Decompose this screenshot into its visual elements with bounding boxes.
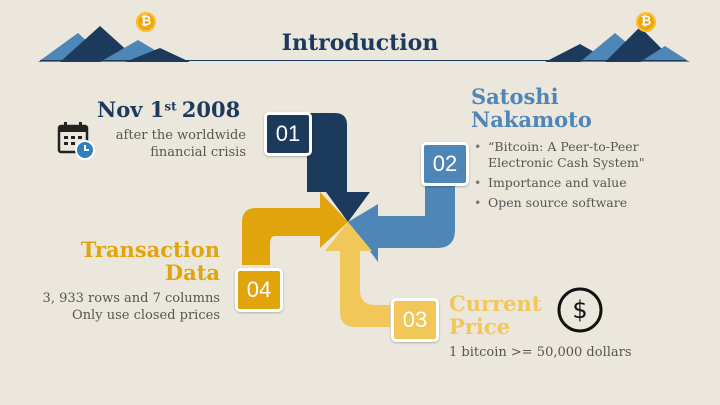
bullet-item: Importance and value — [474, 175, 674, 191]
bitcoin-coin-icon: ₿ — [136, 12, 156, 32]
transaction-desc1: 3, 933 rows and 7 columns — [42, 291, 220, 306]
price-line1: Current — [449, 291, 542, 316]
calendar-clock-icon — [57, 122, 95, 160]
transaction-heading: Transaction Data — [40, 238, 220, 284]
svg-text:$: $ — [572, 296, 587, 324]
arrow-03 — [325, 222, 390, 327]
step-box-04: 04 — [235, 268, 283, 312]
date-caption-line2: financial crisis — [150, 145, 246, 160]
page-title: Introduction — [281, 30, 439, 56]
price-heading: Current Price — [449, 292, 541, 338]
satoshi-line1: Satoshi — [471, 84, 559, 109]
arrow-04 — [242, 192, 348, 265]
price-line2: Price — [449, 314, 510, 339]
date-heading: Nov 1st 2008 — [97, 98, 240, 121]
left-mountains-icon — [38, 26, 190, 62]
bullet-item: Open source software — [474, 195, 674, 211]
date-sup: st — [164, 99, 177, 114]
title-rule — [40, 60, 686, 61]
transaction-caption: 3, 933 rows and 7 columns Only use close… — [20, 290, 220, 324]
bullet-item: “Bitcoin: A Peer-to-Peer Electronic Cash… — [474, 139, 674, 171]
satoshi-bullets: “Bitcoin: A Peer-to-Peer Electronic Cash… — [474, 139, 674, 215]
date-year: 2008 — [181, 97, 241, 122]
date-main: Nov 1 — [97, 97, 165, 122]
right-mountains-icon — [545, 27, 690, 62]
dollar-circle-icon: $ — [557, 287, 603, 333]
satoshi-line2: Nakamoto — [471, 107, 592, 132]
satoshi-heading: Satoshi Nakamoto — [471, 85, 592, 131]
date-caption-line1: after the worldwide — [115, 128, 246, 143]
transaction-line2: Data — [164, 260, 220, 285]
price-caption: 1 bitcoin >= 50,000 dollars — [449, 345, 632, 360]
step-box-01: 01 — [264, 112, 312, 156]
arrow-01 — [293, 113, 370, 222]
transaction-line1: Transaction — [80, 237, 220, 262]
bitcoin-coin-icon: ₿ — [636, 12, 656, 32]
step-box-02: 02 — [421, 142, 469, 186]
date-caption: after the worldwide financial crisis — [96, 127, 246, 161]
step-box-03: 03 — [391, 298, 439, 342]
header-decoration — [38, 26, 690, 62]
transaction-desc2: Only use closed prices — [72, 308, 220, 323]
